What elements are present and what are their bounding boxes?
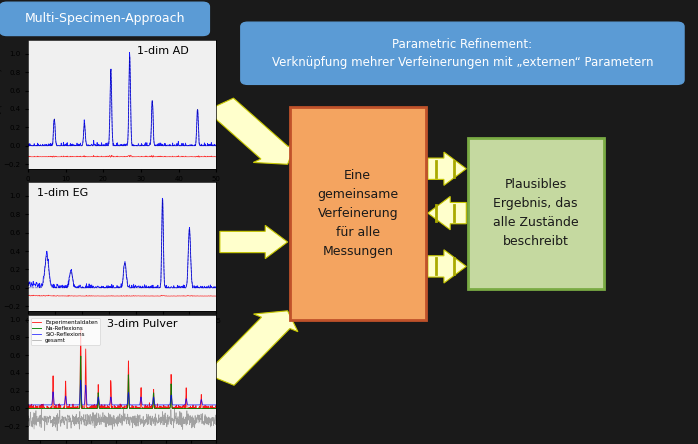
SiO-Reflexions: [77, 377, 85, 383]
Na-Reflexions: [186, 406, 195, 411]
gesamt: [36, 417, 44, 423]
gesamt: [167, 422, 175, 428]
Na-Reflexions: [133, 406, 142, 411]
Text: Multi-Specimen-Approach: Multi-Specimen-Approach: [24, 12, 185, 25]
gesamt: [133, 419, 142, 424]
gesamt: [186, 413, 195, 418]
SiO-Reflexions: [24, 402, 32, 408]
Na-Reflexions: [144, 406, 152, 411]
SiO-Reflexions: [36, 402, 44, 408]
SiO-Reflexions: [186, 402, 195, 408]
FancyArrow shape: [428, 196, 466, 230]
SiO-Reflexions: [133, 402, 142, 408]
Na-Reflexions: [77, 353, 85, 359]
Experimentaldaten: [139, 406, 147, 411]
FancyBboxPatch shape: [468, 138, 604, 289]
SiO-Reflexions: [138, 402, 147, 408]
Experimentaldaten: [24, 406, 32, 411]
Text: Parametric Refinement:
Verknüpfung mehrer Verfeinerungen mit „externen“ Paramete: Parametric Refinement: Verknüpfung mehre…: [272, 38, 653, 69]
gesamt: [53, 428, 61, 433]
gesamt: [24, 415, 32, 420]
Experimentaldaten: [186, 406, 195, 411]
Experimentaldaten: [167, 379, 175, 384]
FancyBboxPatch shape: [0, 2, 209, 36]
FancyBboxPatch shape: [290, 107, 426, 320]
FancyArrow shape: [206, 311, 298, 385]
FancyArrow shape: [220, 226, 288, 258]
Text: 1-dim EG: 1-dim EG: [38, 188, 89, 198]
Na-Reflexions: [138, 406, 147, 411]
gesamt: [139, 420, 147, 426]
Experimentaldaten: [36, 406, 44, 411]
gesamt: [144, 412, 153, 417]
Text: 1-dim AD: 1-dim AD: [138, 47, 189, 56]
Line: Experimentaldaten: Experimentaldaten: [28, 330, 216, 408]
Line: gesamt: gesamt: [28, 409, 216, 431]
Na-Reflexions: [167, 381, 175, 387]
Line: Na-Reflexions: Na-Reflexions: [28, 356, 216, 408]
FancyArrow shape: [207, 98, 296, 164]
SiO-Reflexions: [167, 392, 175, 398]
gesamt: [37, 406, 45, 412]
Line: SiO-Reflexions: SiO-Reflexions: [28, 380, 216, 405]
SiO-Reflexions: [212, 402, 221, 408]
Na-Reflexions: [36, 406, 44, 411]
SiO-Reflexions: [144, 402, 152, 408]
Experimentaldaten: [133, 406, 142, 411]
X-axis label: 2θ°: 2θ°: [115, 184, 129, 193]
Experimentaldaten: [77, 327, 85, 333]
Na-Reflexions: [24, 406, 32, 411]
gesamt: [212, 412, 221, 418]
Experimentaldaten: [144, 406, 153, 411]
FancyArrow shape: [428, 152, 466, 186]
Text: 3-dim Pulver: 3-dim Pulver: [107, 319, 177, 329]
Y-axis label: Intensity (arb. units): Intensity (arb. units): [0, 68, 2, 140]
Experimentaldaten: [212, 406, 221, 411]
Legend: Experimentaldaten, Na-Reflexions, SiO-Reflexions, gesamt: Experimentaldaten, Na-Reflexions, SiO-Re…: [31, 318, 100, 345]
Text: Eine
gemeinsame
Verfeinerung
für alle
Messungen: Eine gemeinsame Verfeinerung für alle Me…: [317, 169, 399, 258]
FancyArrow shape: [428, 250, 466, 283]
Text: Plausibles
Ergebnis, das
alle Zustände
beschreibt: Plausibles Ergebnis, das alle Zustände b…: [493, 178, 579, 248]
FancyBboxPatch shape: [241, 22, 684, 84]
X-axis label: 2θ°: 2θ°: [115, 326, 129, 335]
Experimentaldaten: [24, 404, 32, 409]
Na-Reflexions: [212, 406, 221, 411]
